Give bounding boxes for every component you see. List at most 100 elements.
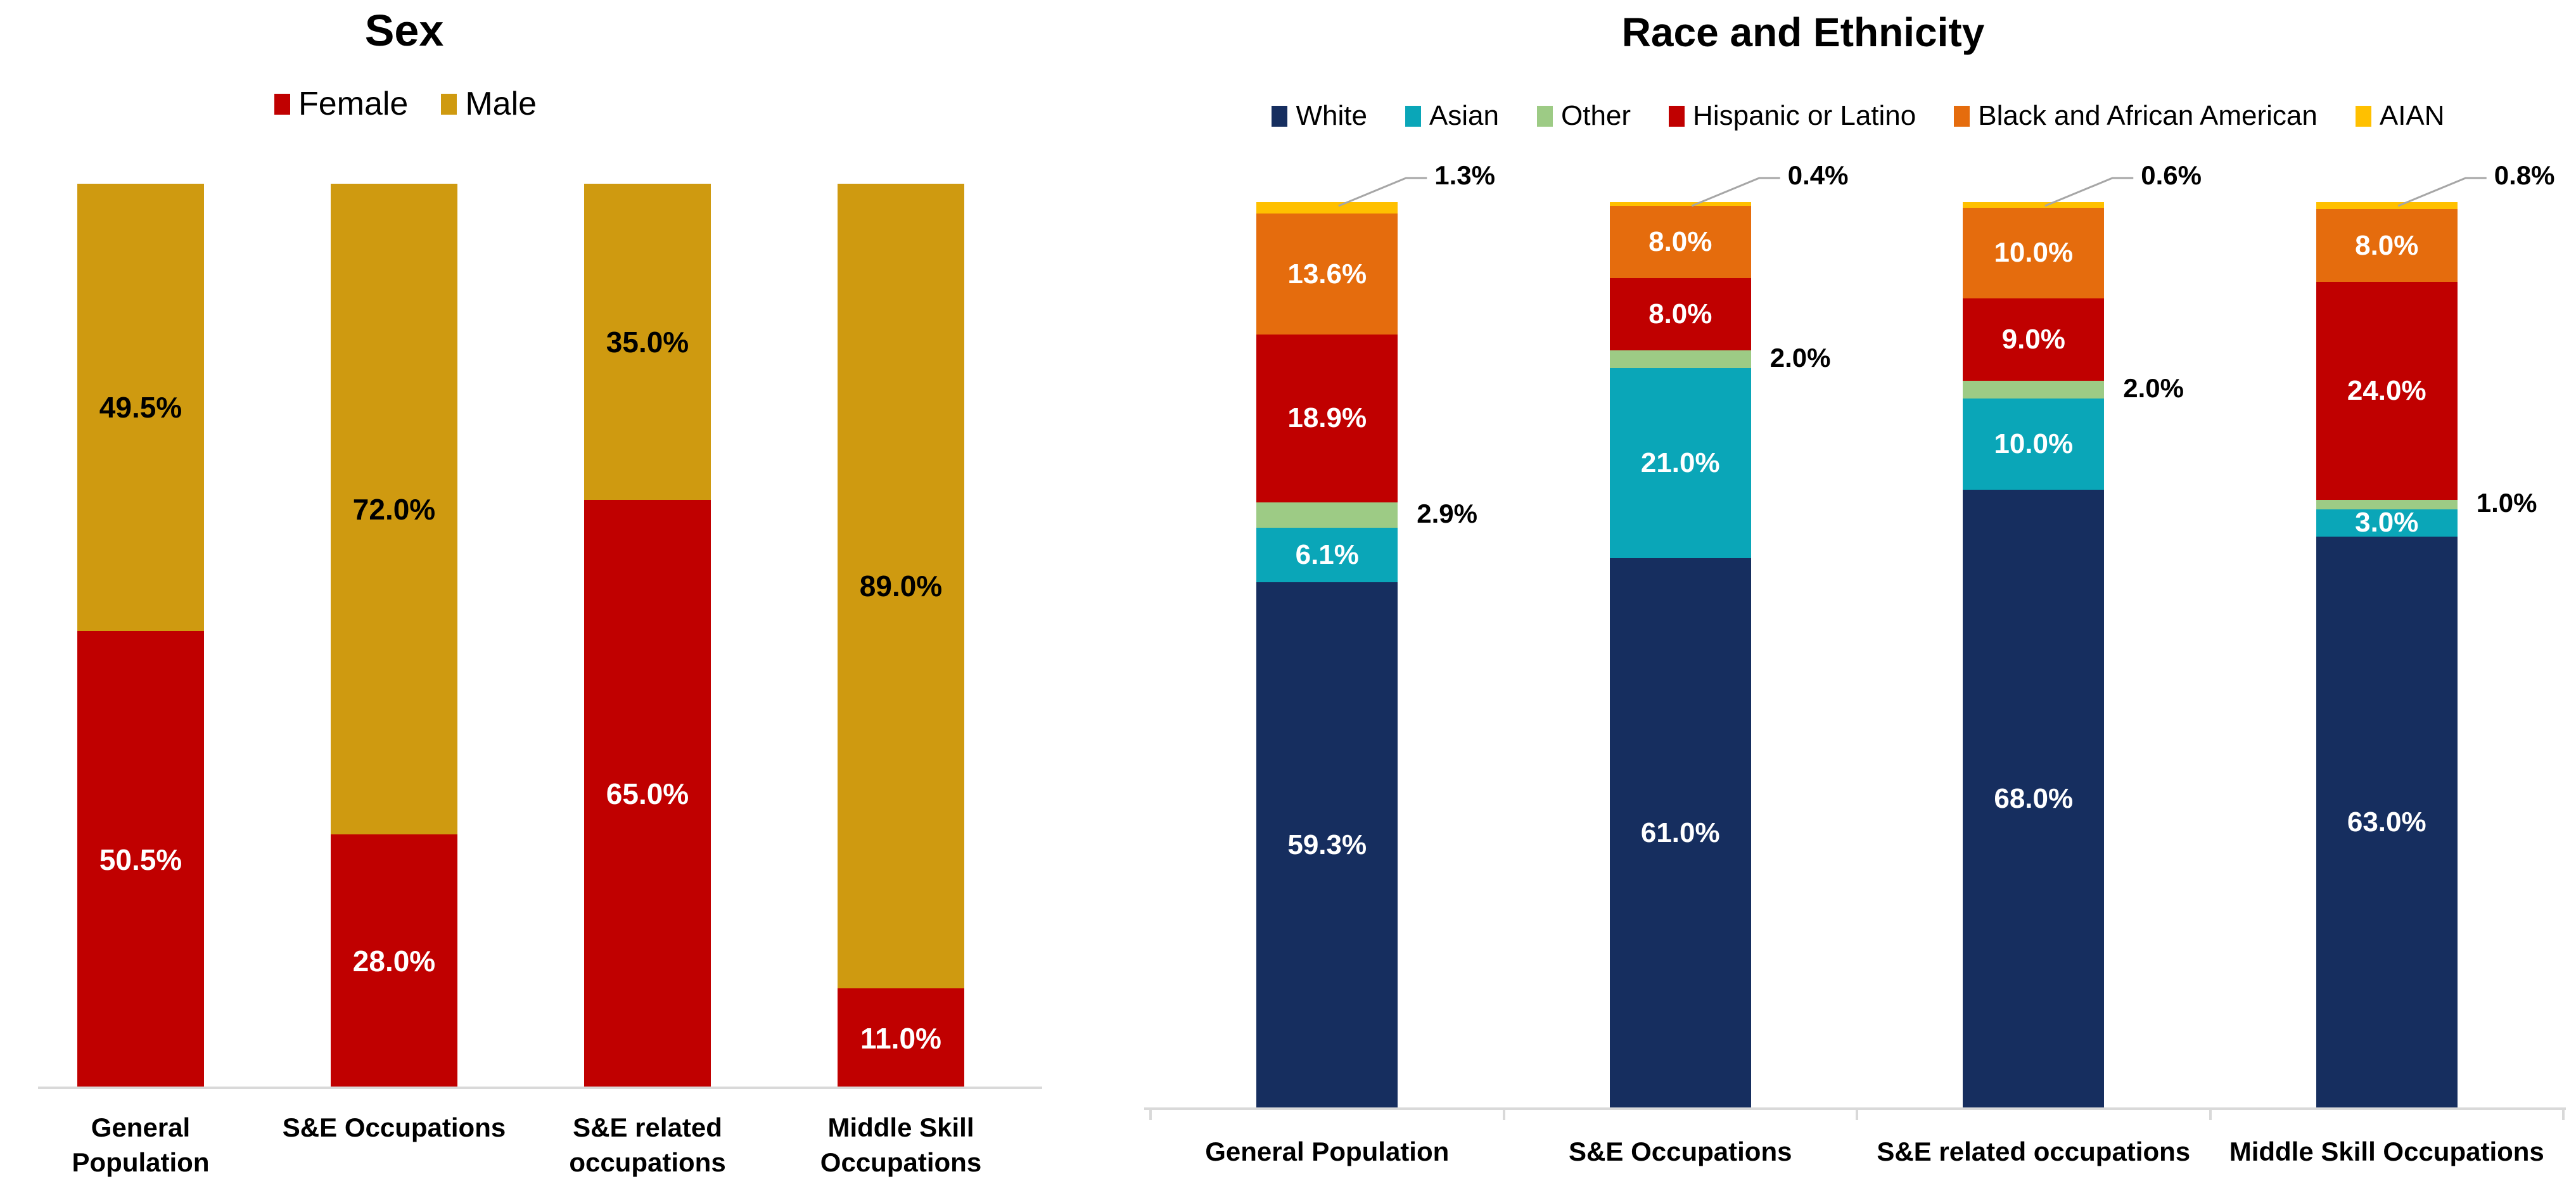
legend-item-other: Other (1537, 100, 1631, 132)
value-label-callout-aian: 0.4% (1787, 160, 1849, 190)
legend-label-white: White (1296, 100, 1367, 131)
category-label-line: Middle Skill Occupations (2229, 1137, 2544, 1166)
segment-aian (1963, 202, 2105, 208)
value-label-white: 61.0% (1640, 817, 1720, 849)
race-chart-plot-area: 59.3% 6.1% 18.9% 13.6% 61.0% 21.0% 8.0% 8.0% 68.… (1151, 202, 2563, 1109)
category-label-line: S&E related occupations (1877, 1137, 2191, 1166)
category-label-middle-skill-occupations: Middle Skill Occupations (755, 1110, 1047, 1180)
legend-swatch-hispanic-or-latino (1669, 105, 1685, 127)
category-label-s-e-related-occupations: S&E related occupations (1857, 1134, 2210, 1169)
legend-label-aian: AIAN (2379, 100, 2445, 131)
bar-middle-skill-occupations: 11.0% 89.0% (838, 184, 964, 1088)
value-label-hispanic-or-latino: 8.0% (1648, 298, 1712, 329)
legend-label-female: Female (298, 86, 409, 122)
axis-tick (1856, 1107, 1858, 1120)
value-label-callout-aian: 0.6% (2141, 160, 2202, 190)
value-label-female: 11.0% (860, 1021, 941, 1055)
segment-other (1963, 380, 2105, 399)
axis-tick (1502, 1107, 1505, 1120)
legend-swatch-female (274, 93, 290, 115)
value-label-black-and-african-american: 10.0% (1994, 237, 2074, 269)
bar-s-e-related-occupations: 65.0% 35.0% (584, 184, 711, 1088)
legend-item-black-and-african-american: Black and African American (1954, 100, 2318, 132)
segment-black-and-african-american: 10.0% (1963, 207, 2105, 299)
value-label-black-and-african-american: 13.6% (1287, 258, 1367, 290)
category-label-general-population: General Population (1151, 1134, 1503, 1169)
legend-swatch-black-and-african-american (1954, 105, 1970, 127)
category-label-line: Occupations (820, 1147, 982, 1178)
segment-black-and-african-american: 13.6% (1256, 214, 1398, 335)
segment-male: 72.0% (331, 184, 457, 835)
bar-s-e-related-occupations: 68.0% 10.0% 9.0% 10.0% (1963, 202, 2105, 1109)
segment-aian (1256, 202, 1398, 214)
segment-black-and-african-american: 8.0% (1609, 205, 1751, 278)
bar-s-e-occupations: 61.0% 21.0% 8.0% 8.0% (1609, 202, 1751, 1109)
legend-item-white: White (1272, 100, 1367, 132)
segment-asian: 10.0% (1963, 399, 2105, 490)
segment-hispanic-or-latino: 9.0% (1963, 298, 2105, 381)
category-label-line: General Population (1205, 1137, 1450, 1166)
bar-middle-skill-occupations: 63.0% 3.0% 24.0% 8.0% (2316, 202, 2458, 1109)
value-label-female: 65.0% (606, 777, 689, 811)
category-label-line: S&E related (573, 1113, 722, 1142)
legend-label-male: Male (465, 86, 537, 122)
segment-aian (2316, 202, 2458, 210)
value-label-callout-aian: 0.8% (2494, 160, 2555, 190)
value-label-white: 63.0% (2347, 807, 2426, 838)
legend-swatch-other (1537, 105, 1553, 127)
value-label-white: 59.3% (1287, 829, 1367, 861)
race-chart-axis-line (1144, 1107, 2566, 1110)
legend-swatch-aian (2355, 105, 2371, 127)
segment-hispanic-or-latino: 18.9% (1256, 334, 1398, 502)
category-label-line: S&E Occupations (1569, 1137, 1792, 1166)
segment-white: 68.0% (1963, 490, 2105, 1109)
value-label-male: 72.0% (352, 492, 436, 526)
legend-label-black-and-african-american: Black and African American (1978, 100, 2318, 131)
segment-white: 59.3% (1256, 582, 1398, 1109)
bar-general-population: 59.3% 6.1% 18.9% 13.6% (1256, 202, 1398, 1109)
legend-label-hispanic-or-latino: Hispanic or Latino (1693, 100, 1916, 131)
segment-other (1256, 502, 1398, 528)
legend-swatch-white (1272, 105, 1288, 127)
category-label-line: General (91, 1113, 191, 1142)
legend-label-asian: Asian (1429, 100, 1499, 131)
category-label-line: Population (72, 1147, 210, 1178)
value-label-asian: 10.0% (1994, 428, 2074, 460)
value-label-black-and-african-american: 8.0% (1648, 226, 1712, 257)
segment-other (2316, 500, 2458, 509)
legend-item-asian: Asian (1405, 100, 1499, 132)
sex-chart-plot-area: 50.5% 49.5% 28.0% 72.0% 65.0% 35.0% 11.0% 89.0% (77, 184, 964, 1088)
category-label-general-population: General Population (0, 1110, 286, 1180)
value-label-asian: 3.0% (2355, 507, 2419, 539)
category-label-line: occupations (569, 1147, 726, 1178)
legend-item-hispanic-or-latino: Hispanic or Latino (1669, 100, 1916, 132)
segment-female: 11.0% (838, 988, 964, 1088)
value-label-hispanic-or-latino: 24.0% (2347, 375, 2426, 407)
sex-chart-title: Sex (364, 6, 444, 55)
segment-male: 35.0% (584, 184, 711, 501)
segment-asian: 6.1% (1256, 528, 1398, 582)
legend-label-other: Other (1561, 100, 1631, 131)
race-chart-legend: White Asian Other Hispanic or Latino Black a… (1140, 100, 2576, 132)
race-chart-title: Race and Ethnicity (1621, 10, 1985, 55)
legend-swatch-asian (1405, 105, 1421, 127)
value-label-hispanic-or-latino: 9.0% (2001, 323, 2065, 355)
segment-female: 28.0% (331, 834, 457, 1088)
axis-tick (1149, 1107, 1152, 1120)
segment-white: 63.0% (2316, 536, 2458, 1109)
value-label-hispanic-or-latino: 18.9% (1287, 402, 1367, 434)
sex-chart-legend: Female Male (89, 85, 722, 123)
value-label-male: 89.0% (859, 570, 943, 603)
bar-general-population: 50.5% 49.5% (77, 184, 204, 1088)
value-label-female: 28.0% (352, 945, 436, 978)
segment-hispanic-or-latino: 8.0% (1609, 277, 1751, 350)
value-label-male: 49.5% (99, 391, 182, 424)
axis-tick (2209, 1107, 2212, 1120)
segment-black-and-african-american: 8.0% (2316, 209, 2458, 283)
segment-male: 89.0% (838, 184, 964, 989)
value-label-black-and-african-american: 8.0% (2355, 229, 2419, 261)
segment-white: 61.0% (1609, 558, 1751, 1109)
value-label-side-other: 2.0% (2123, 373, 2184, 403)
bar-s-e-occupations: 28.0% 72.0% (331, 184, 457, 1088)
category-label-s-e-related-occupations: S&E related occupations (502, 1110, 793, 1180)
